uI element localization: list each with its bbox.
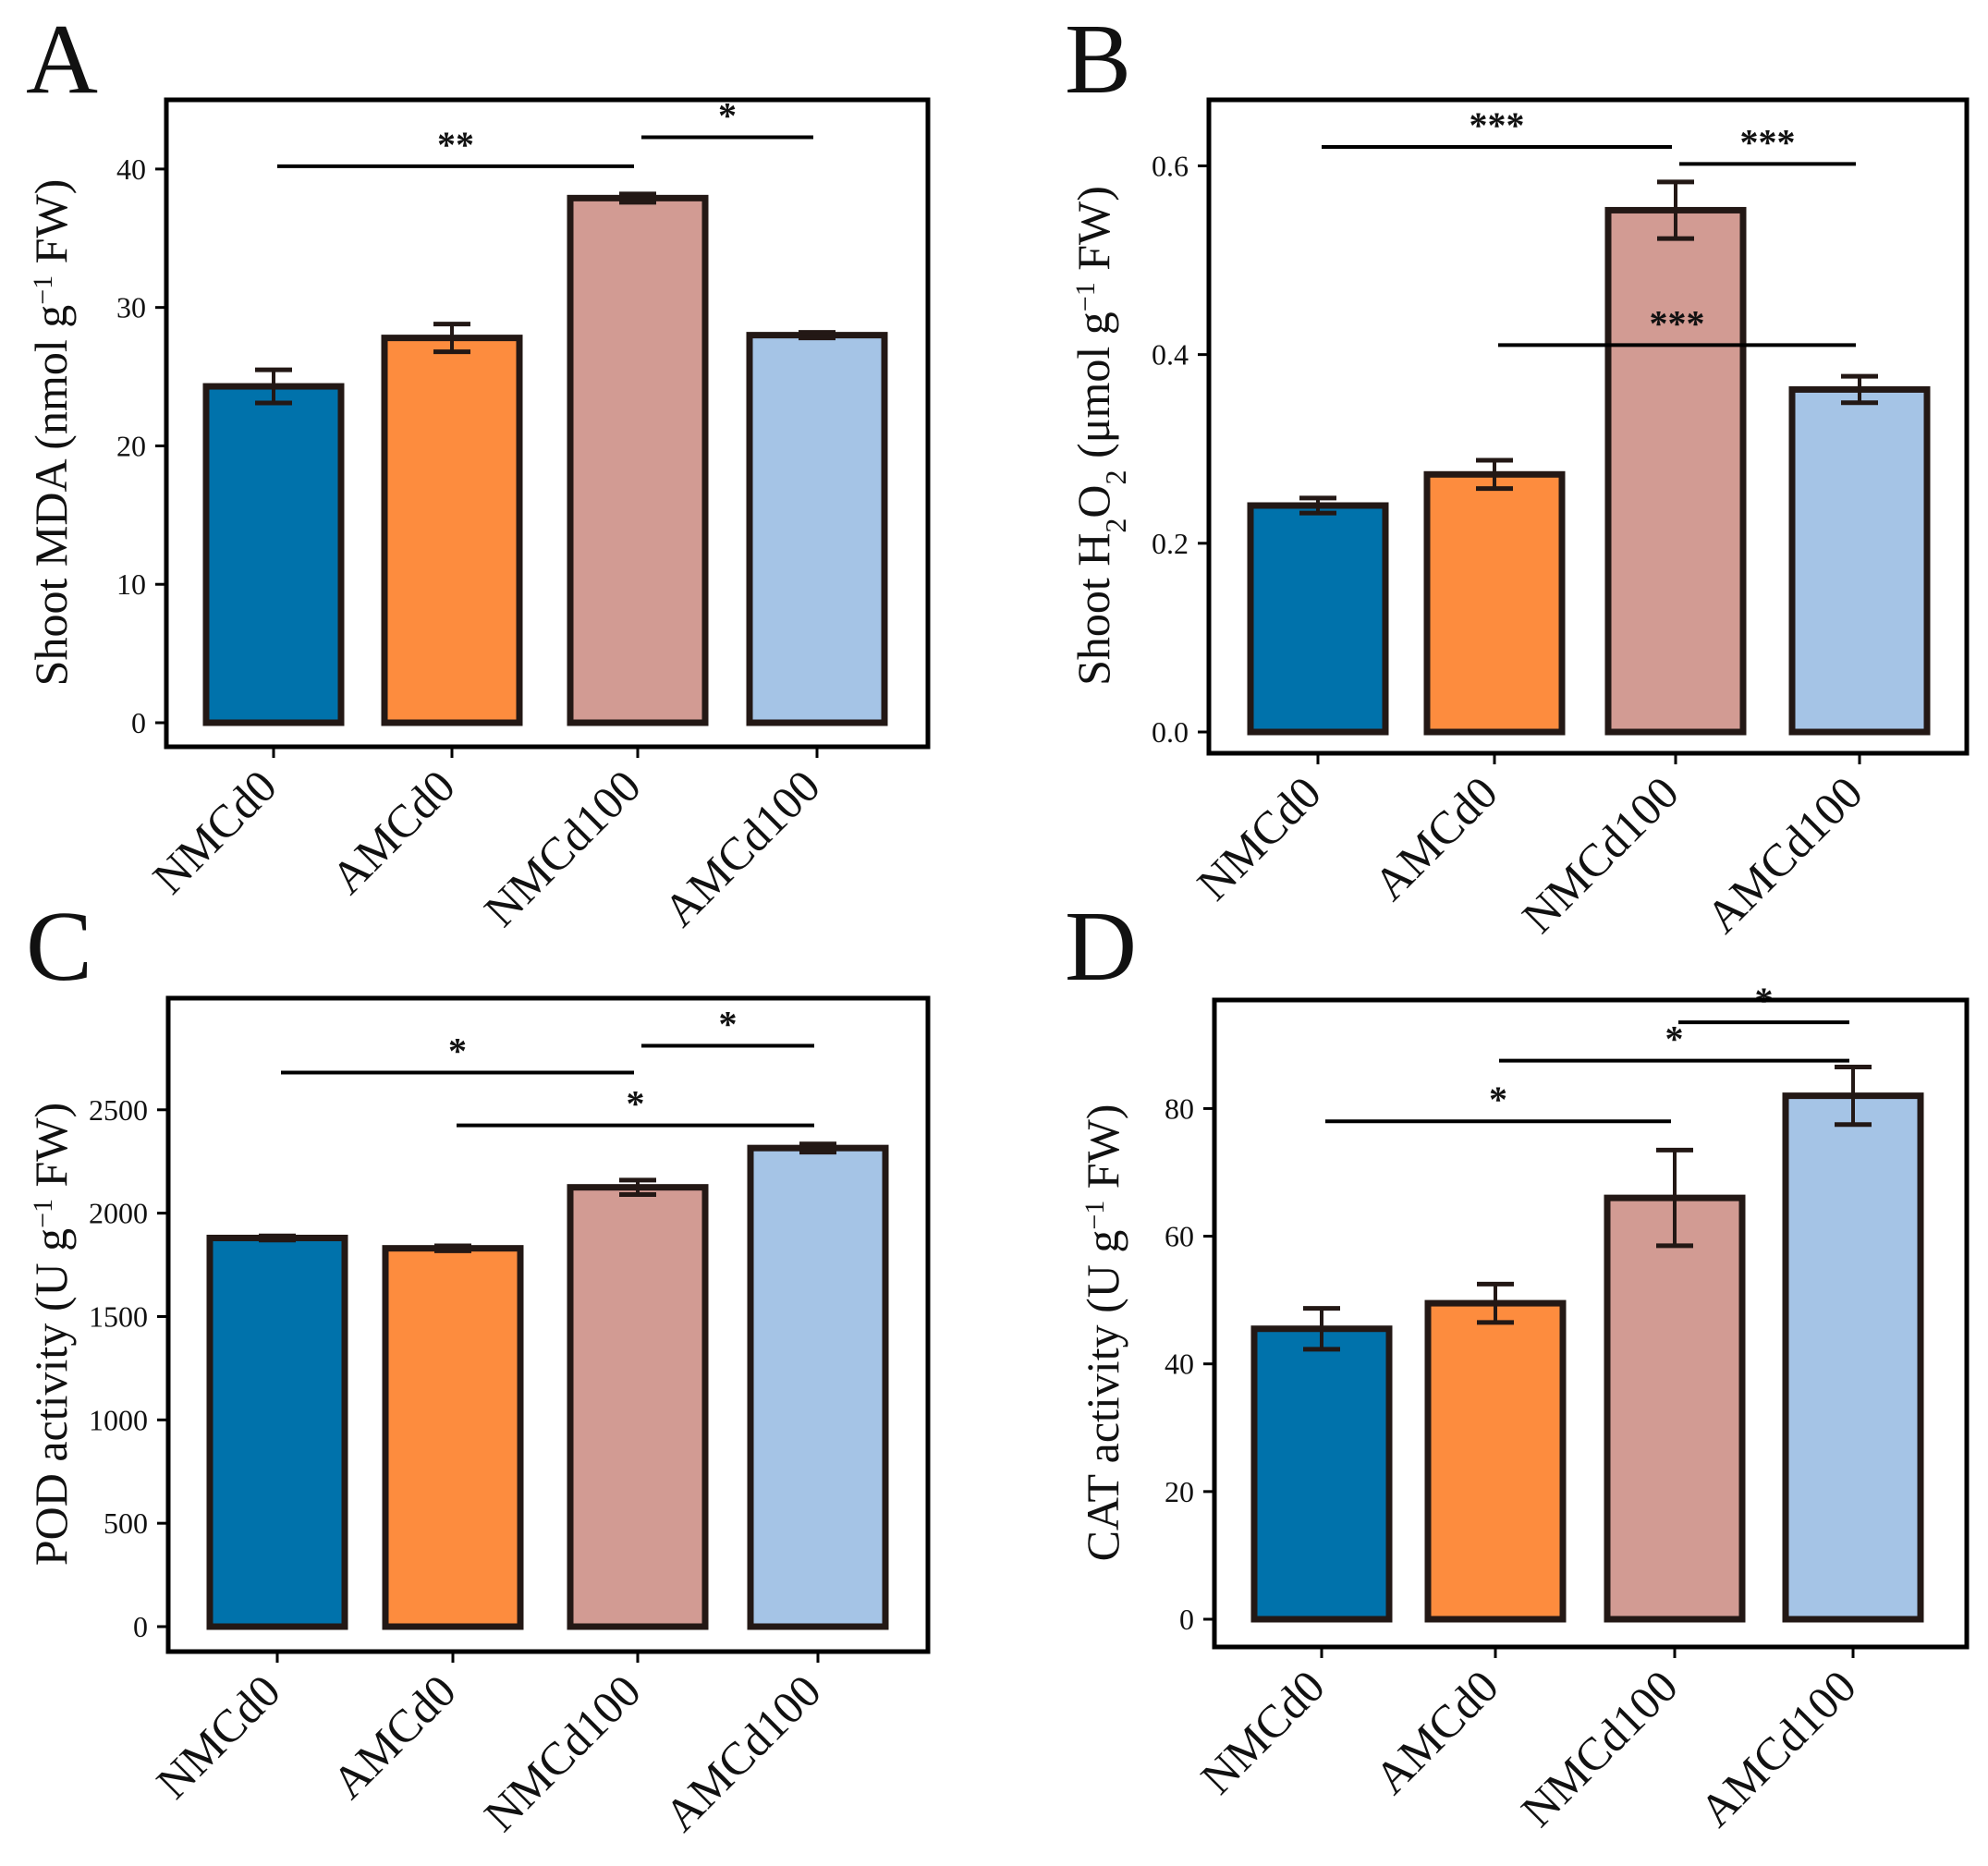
y-tick-label: 0: [133, 1610, 148, 1643]
significance-bracket: *: [1325, 1079, 1671, 1124]
error-bar-nmcd100: [1656, 1147, 1693, 1249]
significance-label: **: [437, 124, 474, 165]
bar-nmcd0: [206, 1234, 348, 1630]
significance-label: ***: [1650, 302, 1705, 344]
significance-bracket: *: [457, 1083, 814, 1128]
y-tick-label: 20: [116, 429, 146, 462]
error-bar-amcd0: [433, 322, 470, 355]
y-tick-label: 20: [1165, 1475, 1194, 1508]
bar-amcd100: [747, 1144, 889, 1630]
error-bar-amcd100: [799, 330, 835, 341]
y-tick-label: 40: [116, 152, 146, 186]
plot-frame: [165, 995, 931, 1654]
plot-frame: [1212, 997, 1970, 1650]
bar-amcd100: [746, 332, 888, 726]
significance-bracket: ***: [1679, 121, 1856, 166]
bar-amcd0: [1423, 470, 1566, 736]
significance-label: *: [718, 94, 737, 136]
bar-nmcd0: [1250, 1325, 1393, 1623]
y-tick-label: 0: [1179, 1603, 1194, 1636]
y-tick-label: 60: [1165, 1220, 1194, 1253]
y-tick-label: 0.2: [1152, 527, 1189, 560]
bar-amcd0: [382, 1245, 524, 1630]
bar-nmcd0: [1247, 502, 1389, 736]
error-bar-nmcd0: [259, 1233, 296, 1243]
y-tick-label: 1000: [89, 1403, 148, 1436]
y-tick-label: 0.6: [1152, 149, 1189, 182]
panel-letter: B: [1065, 5, 1131, 115]
error-bar-amcd100: [1841, 373, 1878, 406]
y-tick-label: 0: [131, 706, 146, 739]
y-tick-label: 40: [1165, 1348, 1194, 1381]
plot-frame: [164, 97, 931, 750]
panel-letter: C: [26, 892, 92, 1002]
y-tick-label: 0.4: [1152, 338, 1189, 372]
bar-amcd100: [1788, 385, 1931, 736]
error-bar-nmcd100: [619, 191, 656, 205]
error-bar-amcd100: [1835, 1065, 1872, 1128]
bar-nmcd100: [567, 1184, 709, 1630]
y-tick-label: 1500: [89, 1299, 148, 1333]
panel-letter: D: [1065, 892, 1137, 1002]
error-bar-nmcd100: [1657, 179, 1694, 241]
y-tick-label: 10: [116, 567, 146, 601]
y-tick-label: 2500: [89, 1093, 148, 1127]
bar-amcd0: [1424, 1299, 1567, 1623]
bar-nmcd100: [1604, 1194, 1746, 1623]
significance-label: *: [1489, 1079, 1507, 1120]
panel-letter: A: [26, 5, 98, 115]
error-bar-nmcd0: [1303, 1306, 1340, 1352]
bar-amcd100: [1782, 1092, 1924, 1623]
significance-bracket: ***: [1498, 302, 1856, 348]
significance-bracket: *: [281, 1031, 634, 1075]
plot-frame: [1206, 97, 1970, 756]
significance-label: *: [627, 1083, 645, 1125]
error-bar-nmcd100: [619, 1177, 656, 1197]
significance-label: ***: [1740, 121, 1796, 163]
error-bar-amcd0: [1476, 457, 1513, 492]
significance-bracket: ***: [1322, 104, 1672, 150]
significance-bracket: **: [277, 124, 634, 168]
y-tick-label: 500: [104, 1506, 148, 1540]
significance-bracket: *: [641, 1003, 814, 1048]
y-axis-title: POD activity (U g−1 FW): [25, 1103, 77, 1566]
bar-nmcd0: [202, 383, 345, 726]
significance-bracket: *: [641, 94, 813, 140]
error-bar-nmcd0: [1299, 495, 1336, 516]
error-bar-amcd0: [1477, 1281, 1514, 1325]
bar-amcd0: [381, 335, 523, 726]
error-bar-amcd0: [434, 1243, 471, 1253]
significance-label: *: [1665, 1018, 1684, 1060]
y-tick-label: 30: [116, 291, 146, 324]
error-bar-amcd100: [799, 1141, 836, 1155]
significance-label: *: [448, 1031, 467, 1072]
y-tick-label: 0.0: [1152, 715, 1189, 749]
significance-label: ***: [1470, 104, 1525, 146]
y-tick-label: 2000: [89, 1197, 148, 1230]
significance-label: *: [719, 1003, 738, 1044]
y-axis-title: Shoot H2O2 (μmol g−1 FW): [1067, 186, 1132, 686]
y-tick-label: 80: [1165, 1092, 1194, 1125]
bar-nmcd100: [567, 194, 709, 726]
error-bar-nmcd0: [255, 367, 292, 406]
bar-nmcd100: [1604, 206, 1747, 736]
y-axis-title: Shoot MDA (nmol g−1 FW): [25, 179, 77, 687]
y-axis-title: CAT activity (U g−1 FW): [1077, 1104, 1128, 1562]
significance-bracket: *: [1499, 1018, 1849, 1063]
